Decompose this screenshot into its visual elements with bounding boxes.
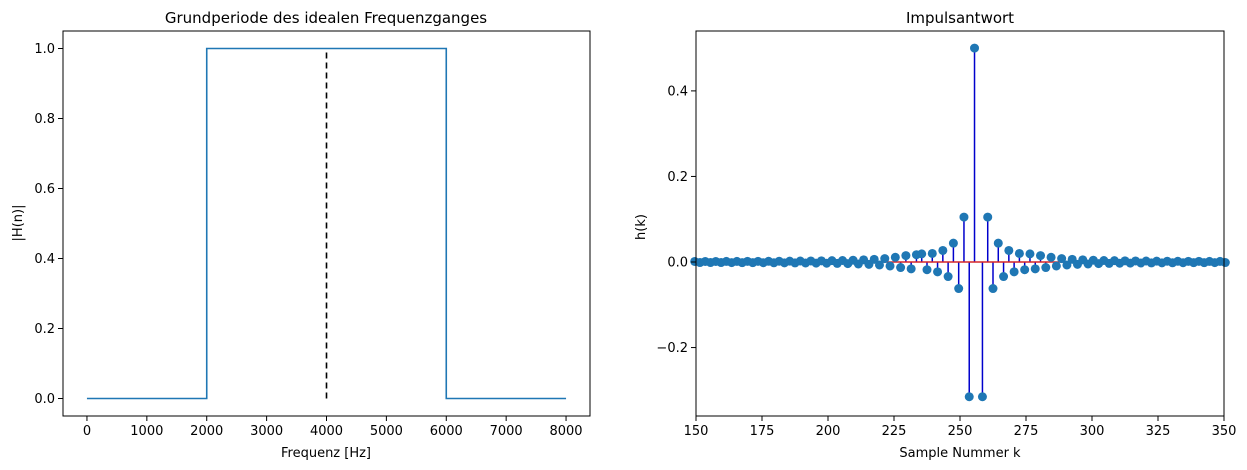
stem-marker <box>896 263 906 273</box>
x-tick-label: 300 <box>1080 424 1105 439</box>
x-axis-ticks: 150 175 200 225 250 275 300 325 350 <box>684 416 1237 439</box>
stem-marker <box>874 260 884 270</box>
x-tick-label: 1000 <box>130 424 163 439</box>
stem-marker <box>1009 267 1019 277</box>
y-tick-label: 0.4 <box>667 84 688 99</box>
stem-marker <box>885 261 895 271</box>
stem-marker <box>1051 261 1061 271</box>
stem-marker <box>890 252 900 262</box>
stem-marker <box>938 245 948 255</box>
stem-marker <box>964 392 974 402</box>
x-tick-label: 350 <box>1212 424 1237 439</box>
y-axis-label: h(k) <box>634 214 649 240</box>
x-tick-label: 275 <box>1014 424 1039 439</box>
stem-marker <box>1004 245 1014 255</box>
x-tick-label: 175 <box>750 424 775 439</box>
stem-marker <box>869 254 879 264</box>
chart-title: Impulsantwort <box>906 9 1014 27</box>
stem-marker <box>983 212 993 222</box>
x-tick-label: 200 <box>816 424 841 439</box>
stem-marker <box>1041 263 1051 273</box>
impulse-response-chart: Impulsantwort 150 175 200 225 250 275 300 325 35… <box>634 9 1236 461</box>
y-axis-ticks: 0.0 0.2 0.4 0.6 0.8 1.0 <box>34 42 63 407</box>
stem-marker <box>999 272 1009 282</box>
stem-marker <box>1062 260 1072 270</box>
x-tick-label: 2000 <box>190 424 223 439</box>
x-tick-label: 225 <box>882 424 907 439</box>
stem-marker <box>880 254 890 264</box>
stem-marker <box>988 284 998 294</box>
y-tick-label: 0.4 <box>34 252 55 267</box>
stem-marker <box>922 265 932 275</box>
x-tick-label: 7000 <box>490 424 523 439</box>
stem-marker <box>1025 249 1035 259</box>
x-tick-label: 5000 <box>370 424 403 439</box>
stem-marker <box>948 238 958 248</box>
y-tick-label: 0.0 <box>34 392 55 407</box>
stem-marker <box>1030 264 1040 274</box>
y-tick-label: 0.8 <box>34 112 55 127</box>
x-tick-label: 250 <box>948 424 973 439</box>
x-tick-label: 0 <box>83 424 91 439</box>
stem-marker <box>933 267 943 277</box>
y-axis-ticks: −0.2 0.0 0.2 0.4 <box>656 84 696 356</box>
stem-marker <box>927 248 937 258</box>
stem-marker <box>943 272 953 282</box>
x-axis-label: Frequenz [Hz] <box>281 446 371 461</box>
y-tick-label: 0.2 <box>667 170 688 185</box>
stem-marker <box>1014 248 1024 258</box>
y-axis-label: |H(n)| <box>11 205 26 242</box>
x-tick-label: 6000 <box>430 424 463 439</box>
stem-marker <box>1046 252 1056 262</box>
plot-frame <box>62 30 591 417</box>
y-tick-label: 0.0 <box>667 256 688 271</box>
series-line <box>86 47 567 400</box>
stem-marker <box>970 43 980 53</box>
stem-marker <box>906 264 916 274</box>
stem-marker <box>901 251 911 261</box>
y-tick-label: −0.2 <box>656 341 688 356</box>
stem-marker <box>977 392 987 402</box>
x-axis-label: Sample Nummer k <box>899 446 1021 461</box>
stem-marker <box>959 212 969 222</box>
plot-frame <box>695 30 1225 417</box>
x-tick-label: 3000 <box>250 424 283 439</box>
x-tick-label: 150 <box>684 424 709 439</box>
stem-marker <box>1220 258 1230 268</box>
stem-marker <box>1036 251 1046 261</box>
stem-marker <box>917 249 927 259</box>
y-tick-label: 0.2 <box>34 322 55 337</box>
y-tick-label: 0.6 <box>34 182 55 197</box>
x-tick-label: 4000 <box>310 424 343 439</box>
plot-marks <box>690 43 1230 402</box>
x-tick-label: 8000 <box>549 424 582 439</box>
chart-title: Grundperiode des idealen Frequenzganges <box>165 9 487 27</box>
stem-marker <box>1057 254 1067 264</box>
stem-marker <box>1020 265 1030 275</box>
stem-marker <box>954 284 964 294</box>
frequency-response-chart: Grundperiode des idealen Frequenzganges … <box>11 9 591 461</box>
y-tick-label: 1.0 <box>34 42 55 57</box>
plot-marks <box>86 47 567 400</box>
x-axis-ticks: 0 1000 2000 3000 4000 5000 6000 7000 8000 <box>83 416 583 439</box>
x-tick-label: 325 <box>1146 424 1171 439</box>
stem-marker <box>993 238 1003 248</box>
